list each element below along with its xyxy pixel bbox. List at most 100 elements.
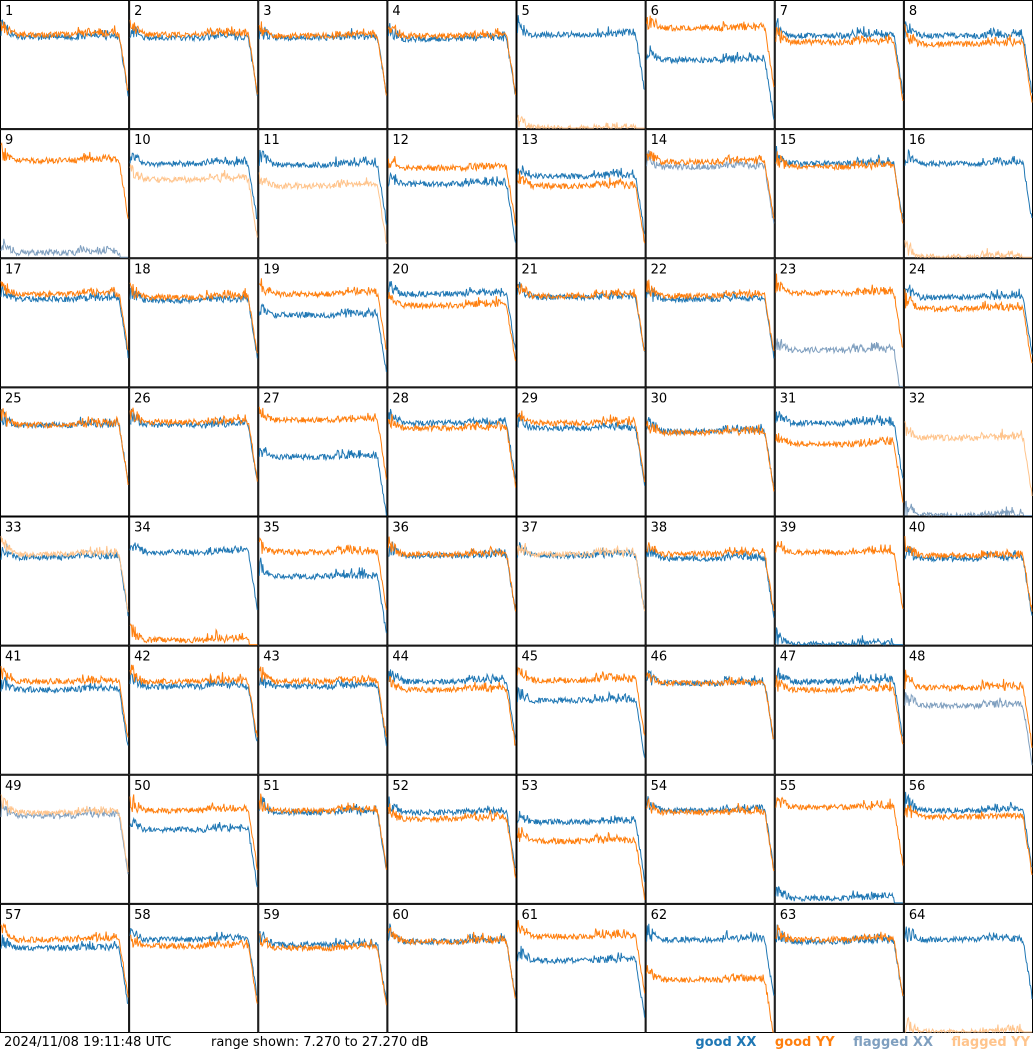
panel-57: 57 <box>0 903 130 1033</box>
series-yy-line <box>775 675 904 745</box>
series-yy-line <box>904 536 1033 612</box>
panel-frame <box>0 0 130 130</box>
panel-label: 22 <box>651 262 668 277</box>
panel-label: 48 <box>909 650 926 665</box>
series-xx-line <box>904 21 1033 94</box>
panel-label: 55 <box>780 779 797 794</box>
panel-27: 27 <box>258 387 388 517</box>
series-xx-line <box>904 545 1033 616</box>
panel-label: 17 <box>5 262 22 277</box>
panel-label: 21 <box>522 262 539 277</box>
series-xx-line <box>775 145 904 220</box>
series-yy-line <box>775 433 904 503</box>
series-yy-line <box>904 1016 1032 1033</box>
series-yy-line <box>775 924 904 997</box>
panel-frame <box>0 387 130 517</box>
panel-frame <box>258 774 388 904</box>
panel-17: 17 <box>0 258 130 388</box>
series-yy-line <box>517 666 646 736</box>
panel-8: 8 <box>903 0 1033 130</box>
panel-frame <box>516 903 646 1033</box>
panel-label: 39 <box>780 521 797 536</box>
panel-label: 57 <box>5 908 22 923</box>
panel-7: 7 <box>774 0 904 130</box>
panel-frame <box>903 774 1033 904</box>
panel-15: 15 <box>774 129 904 259</box>
panel-frame <box>129 0 259 130</box>
panel-label: 53 <box>522 779 539 794</box>
series-yy-line <box>387 155 516 226</box>
panel-frame <box>774 903 904 1033</box>
panel-frame <box>258 258 388 388</box>
panel-label: 30 <box>651 391 668 406</box>
series-yy-line <box>258 172 387 244</box>
series-yy-line <box>387 24 516 96</box>
panel-label: 56 <box>909 779 926 794</box>
series-xx-line <box>775 411 904 479</box>
panel-frame <box>387 774 517 904</box>
panel-5: 5 <box>516 0 646 131</box>
panel-label: 8 <box>909 4 917 19</box>
panel-23: 23 <box>774 258 904 388</box>
panel-63: 63 <box>774 903 904 1033</box>
series-yy-line <box>0 794 129 873</box>
panel-frame <box>516 0 646 130</box>
panel-3: 3 <box>258 0 388 130</box>
series-yy-line <box>258 406 387 480</box>
panel-52: 52 <box>387 774 517 904</box>
panel-label: 6 <box>651 4 659 19</box>
panel-frame <box>774 387 904 517</box>
panel-frame <box>774 0 904 130</box>
series-yy-line <box>904 289 1033 364</box>
panel-20: 20 <box>387 258 517 388</box>
panel-25: 25 <box>0 387 130 517</box>
panel-label: 52 <box>392 779 409 794</box>
series-yy-line <box>0 666 129 738</box>
series-yy-line <box>646 671 775 740</box>
panel-label: 40 <box>909 521 926 536</box>
panel-frame <box>258 645 388 775</box>
panel-label: 18 <box>134 262 151 277</box>
panel-62: 62 <box>645 903 775 1033</box>
panel-45: 45 <box>516 645 646 775</box>
series-yy-line <box>387 803 516 878</box>
panel-26: 26 <box>129 387 259 517</box>
panel-frame <box>0 129 130 259</box>
series-yy-line <box>258 793 387 870</box>
series-yy-line <box>646 420 775 492</box>
legend-good-yy: good YY <box>774 1035 835 1050</box>
panel-22: 22 <box>645 258 775 388</box>
panel-label: 26 <box>134 391 151 406</box>
panel-label: 20 <box>392 262 409 277</box>
panel-frame <box>129 258 259 388</box>
panel-label: 13 <box>522 133 539 148</box>
panel-64: 64 <box>903 903 1033 1033</box>
panel-label: 38 <box>651 521 668 536</box>
panel-frame <box>387 258 517 388</box>
panel-frame <box>645 258 775 388</box>
panel-frame <box>387 387 517 517</box>
panel-frame <box>387 903 517 1033</box>
legend-flagged-xx: flagged XX <box>853 1035 933 1050</box>
series-xx-line <box>904 148 1033 219</box>
panel-label: 11 <box>263 133 280 148</box>
series-xx-line <box>387 281 516 350</box>
timestamp-label: 2024/11/08 19:11:48 UTC <box>4 1035 172 1050</box>
panel-59: 59 <box>258 903 388 1033</box>
panel-label: 7 <box>780 4 788 19</box>
panel-frame <box>516 387 646 517</box>
series-yy-line <box>0 21 129 92</box>
series-xx-line <box>0 934 129 1004</box>
panel-61: 61 <box>516 903 646 1033</box>
panel-label: 60 <box>392 908 409 923</box>
panel-label: 12 <box>392 133 409 148</box>
series-yy-line <box>129 407 258 482</box>
series-xx-line <box>517 945 646 1018</box>
series-xx-line <box>387 669 516 740</box>
series-xx-line <box>258 931 387 1004</box>
series-xx-line <box>0 543 129 617</box>
series-xx-line <box>517 413 646 486</box>
panel-frame <box>516 645 646 775</box>
footer: 2024/11/08 19:11:48 UTC range shown: 7.2… <box>0 1033 1033 1053</box>
